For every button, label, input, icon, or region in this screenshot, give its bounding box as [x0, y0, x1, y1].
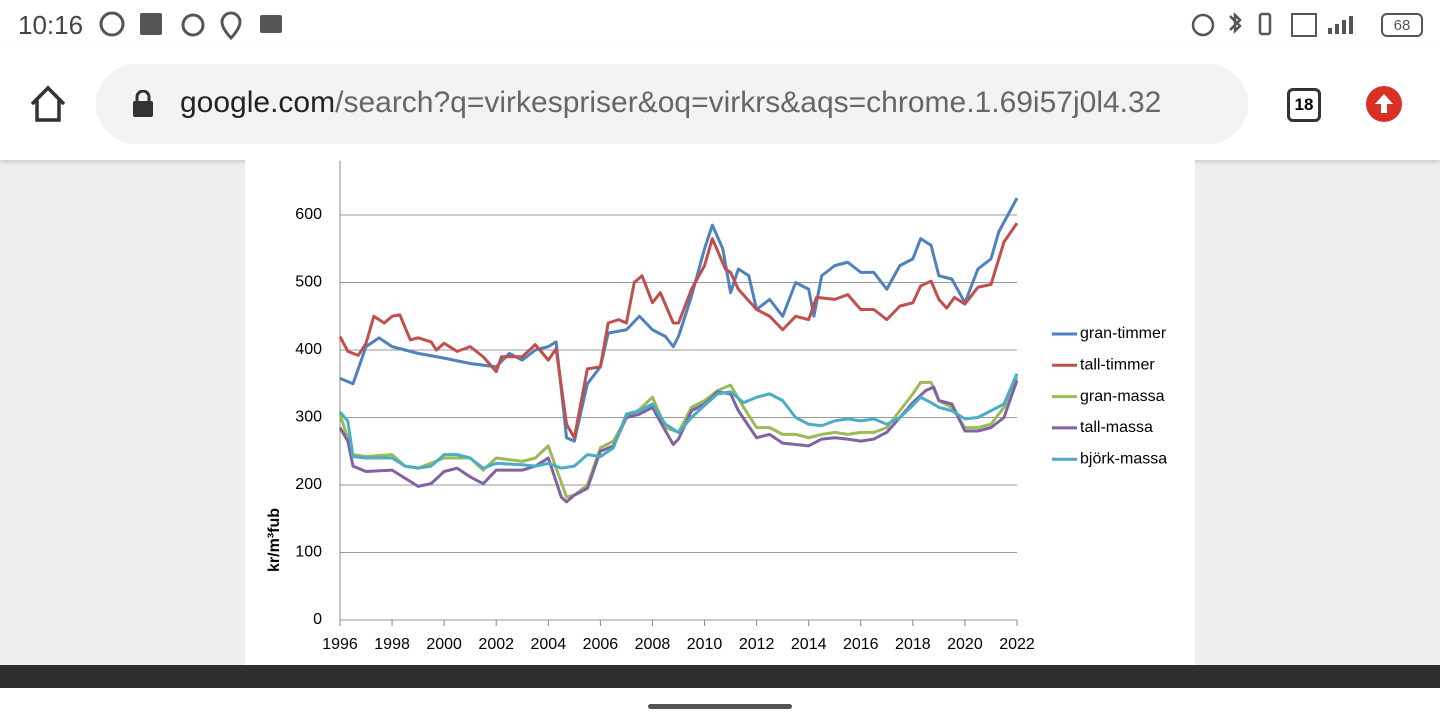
- y-tick-label: 100: [295, 544, 322, 561]
- legend-label: björk-massa: [1080, 450, 1167, 467]
- x-tick-label: 2012: [739, 636, 775, 653]
- y-tick-label: 600: [295, 206, 322, 223]
- line-series: [338, 373, 1019, 470]
- x-tick-label: 2008: [635, 636, 671, 653]
- battery-level: 68: [1394, 17, 1411, 34]
- legend-label: tall-massa: [1080, 419, 1153, 436]
- url-domain: google.com: [180, 86, 336, 119]
- line-series: [338, 379, 1019, 504]
- x-tick-label: 2006: [583, 636, 619, 653]
- update-button[interactable]: [1366, 86, 1402, 122]
- y-tick-label: 400: [295, 341, 322, 358]
- line-series: [338, 222, 1019, 440]
- x-tick-label: 2016: [843, 636, 879, 653]
- url-path: /search?q=virkespriser&oq=virkrs&aqs=chr…: [335, 86, 1162, 119]
- status-icons: [99, 11, 282, 40]
- x-tick-label: 2004: [531, 636, 567, 653]
- x-tick-label: 2022: [999, 636, 1035, 653]
- x-tick-label: 1998: [374, 636, 410, 653]
- system-icons: 68: [1191, 11, 1423, 37]
- y-tick-label: 200: [295, 476, 322, 493]
- x-tick-label: 2010: [687, 636, 723, 653]
- navigation-bar: [0, 688, 1440, 720]
- browser-toolbar: google.com/search?q=virkespriser&oq=virk…: [0, 48, 1440, 160]
- status-bar: 10:16 68: [0, 0, 1440, 48]
- legend-label: gran-massa: [1080, 388, 1165, 405]
- clock: 10:16: [18, 10, 84, 40]
- x-tick-label: 1996: [322, 636, 358, 653]
- x-tick-label: 2018: [895, 636, 931, 653]
- chart: kr/m³fub 0 100 200 300 400 500 600 1996 1998 2000…: [245, 160, 1195, 665]
- y-tick-label: 300: [295, 409, 322, 426]
- home-handle[interactable]: [648, 704, 792, 709]
- x-tick-label: 2000: [426, 636, 462, 653]
- y-axis-label: kr/m³fub: [266, 508, 283, 572]
- address-bar[interactable]: google.com/search?q=virkespriser&oq=virk…: [96, 64, 1248, 144]
- url: google.com/search?q=virkespriser&oq=virk…: [180, 86, 1240, 120]
- x-tick-label: 2014: [791, 636, 827, 653]
- home-button[interactable]: [28, 84, 68, 124]
- bottom-bar: [0, 665, 1440, 688]
- x-tick-label: 2020: [947, 636, 983, 653]
- y-tick-label: 500: [295, 274, 322, 291]
- lock-icon: [133, 90, 153, 117]
- x-tick-label: 2002: [478, 636, 514, 653]
- legend-label: tall-timmer: [1080, 357, 1155, 374]
- y-tick-label: 0: [313, 611, 322, 628]
- legend-label: gran-timmer: [1080, 325, 1167, 342]
- tab-count[interactable]: 18: [1287, 88, 1321, 122]
